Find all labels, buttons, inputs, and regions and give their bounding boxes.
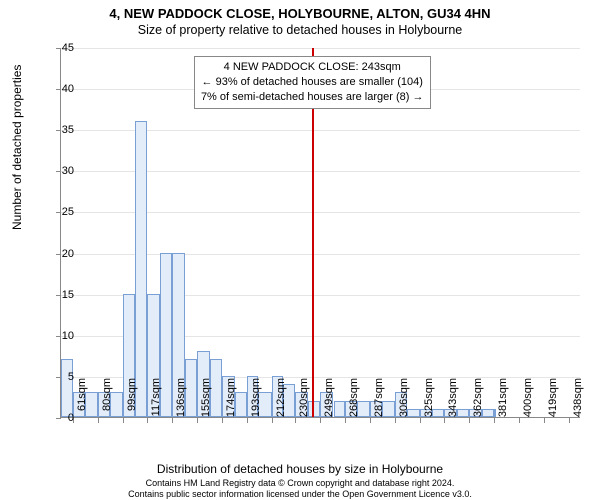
x-tick-mark bbox=[469, 418, 470, 423]
x-tick-mark bbox=[494, 418, 495, 423]
x-tick-mark bbox=[569, 418, 570, 423]
page-title-line1: 4, NEW PADDOCK CLOSE, HOLYBOURNE, ALTON,… bbox=[0, 6, 600, 21]
annotation-line: ← 93% of detached houses are smaller (10… bbox=[201, 75, 424, 90]
y-tick-label: 0 bbox=[44, 412, 74, 424]
histogram-chart: 4 NEW PADDOCK CLOSE: 243sqm← 93% of deta… bbox=[60, 48, 580, 418]
annotation-box: 4 NEW PADDOCK CLOSE: 243sqm← 93% of deta… bbox=[194, 56, 431, 109]
histogram-bar bbox=[135, 121, 147, 417]
histogram-bar bbox=[482, 409, 494, 417]
x-tick-mark bbox=[272, 418, 273, 423]
x-tick-label: 136sqm bbox=[175, 378, 187, 417]
x-tick-label: 419sqm bbox=[547, 378, 559, 417]
histogram-bar bbox=[457, 409, 469, 417]
x-tick-label: 61sqm bbox=[76, 378, 88, 411]
x-tick-mark bbox=[345, 418, 346, 423]
x-tick-mark bbox=[222, 418, 223, 423]
histogram-bar bbox=[61, 359, 73, 417]
x-tick-label: 287sqm bbox=[373, 378, 385, 417]
x-tick-mark bbox=[172, 418, 173, 423]
y-tick-label: 10 bbox=[44, 330, 74, 342]
x-tick-mark bbox=[197, 418, 198, 423]
x-tick-mark bbox=[98, 418, 99, 423]
x-tick-mark bbox=[544, 418, 545, 423]
y-tick-label: 25 bbox=[44, 206, 74, 218]
y-tick-label: 5 bbox=[44, 371, 74, 383]
y-tick-label: 35 bbox=[44, 124, 74, 136]
y-tick-label: 45 bbox=[44, 42, 74, 54]
x-tick-label: 193sqm bbox=[250, 378, 262, 417]
x-tick-mark bbox=[147, 418, 148, 423]
footer-line1: Contains HM Land Registry data © Crown c… bbox=[0, 478, 600, 489]
x-axis-label: Distribution of detached houses by size … bbox=[0, 462, 600, 476]
x-tick-label: 325sqm bbox=[423, 378, 435, 417]
x-tick-mark bbox=[519, 418, 520, 423]
x-tick-mark bbox=[444, 418, 445, 423]
x-tick-label: 155sqm bbox=[200, 378, 212, 417]
x-tick-label: 230sqm bbox=[298, 378, 310, 417]
histogram-bar bbox=[334, 401, 346, 417]
x-tick-mark bbox=[420, 418, 421, 423]
y-tick-label: 30 bbox=[44, 165, 74, 177]
x-tick-label: 80sqm bbox=[101, 378, 113, 411]
annotation-line: 7% of semi-detached houses are larger (8… bbox=[201, 90, 424, 105]
x-tick-mark bbox=[295, 418, 296, 423]
x-tick-label: 400sqm bbox=[522, 378, 534, 417]
footer-line2: Contains public sector information licen… bbox=[0, 489, 600, 500]
y-tick-label: 15 bbox=[44, 289, 74, 301]
x-tick-label: 174sqm bbox=[225, 378, 237, 417]
x-tick-label: 362sqm bbox=[472, 378, 484, 417]
y-axis-label: Number of detached properties bbox=[10, 65, 24, 230]
annotation-line: 4 NEW PADDOCK CLOSE: 243sqm bbox=[201, 60, 424, 75]
y-tick-label: 20 bbox=[44, 248, 74, 260]
x-tick-label: 117sqm bbox=[150, 378, 162, 416]
footer-attribution: Contains HM Land Registry data © Crown c… bbox=[0, 478, 600, 500]
plot-area: 4 NEW PADDOCK CLOSE: 243sqm← 93% of deta… bbox=[60, 48, 580, 418]
x-tick-label: 381sqm bbox=[497, 378, 509, 417]
histogram-bar bbox=[494, 409, 496, 417]
x-tick-label: 306sqm bbox=[398, 378, 410, 417]
page-title-line2: Size of property relative to detached ho… bbox=[0, 23, 600, 37]
x-tick-label: 343sqm bbox=[447, 378, 459, 417]
x-tick-mark bbox=[123, 418, 124, 423]
y-tick-label: 40 bbox=[44, 83, 74, 95]
x-tick-mark bbox=[320, 418, 321, 423]
x-tick-mark bbox=[247, 418, 248, 423]
x-tick-label: 268sqm bbox=[348, 378, 360, 417]
x-tick-mark bbox=[370, 418, 371, 423]
x-tick-label: 249sqm bbox=[323, 378, 335, 417]
x-tick-label: 99sqm bbox=[126, 378, 138, 411]
x-tick-mark bbox=[395, 418, 396, 423]
x-tick-label: 212sqm bbox=[275, 378, 287, 417]
x-tick-label: 438sqm bbox=[572, 378, 584, 417]
y-gridline bbox=[61, 48, 580, 49]
